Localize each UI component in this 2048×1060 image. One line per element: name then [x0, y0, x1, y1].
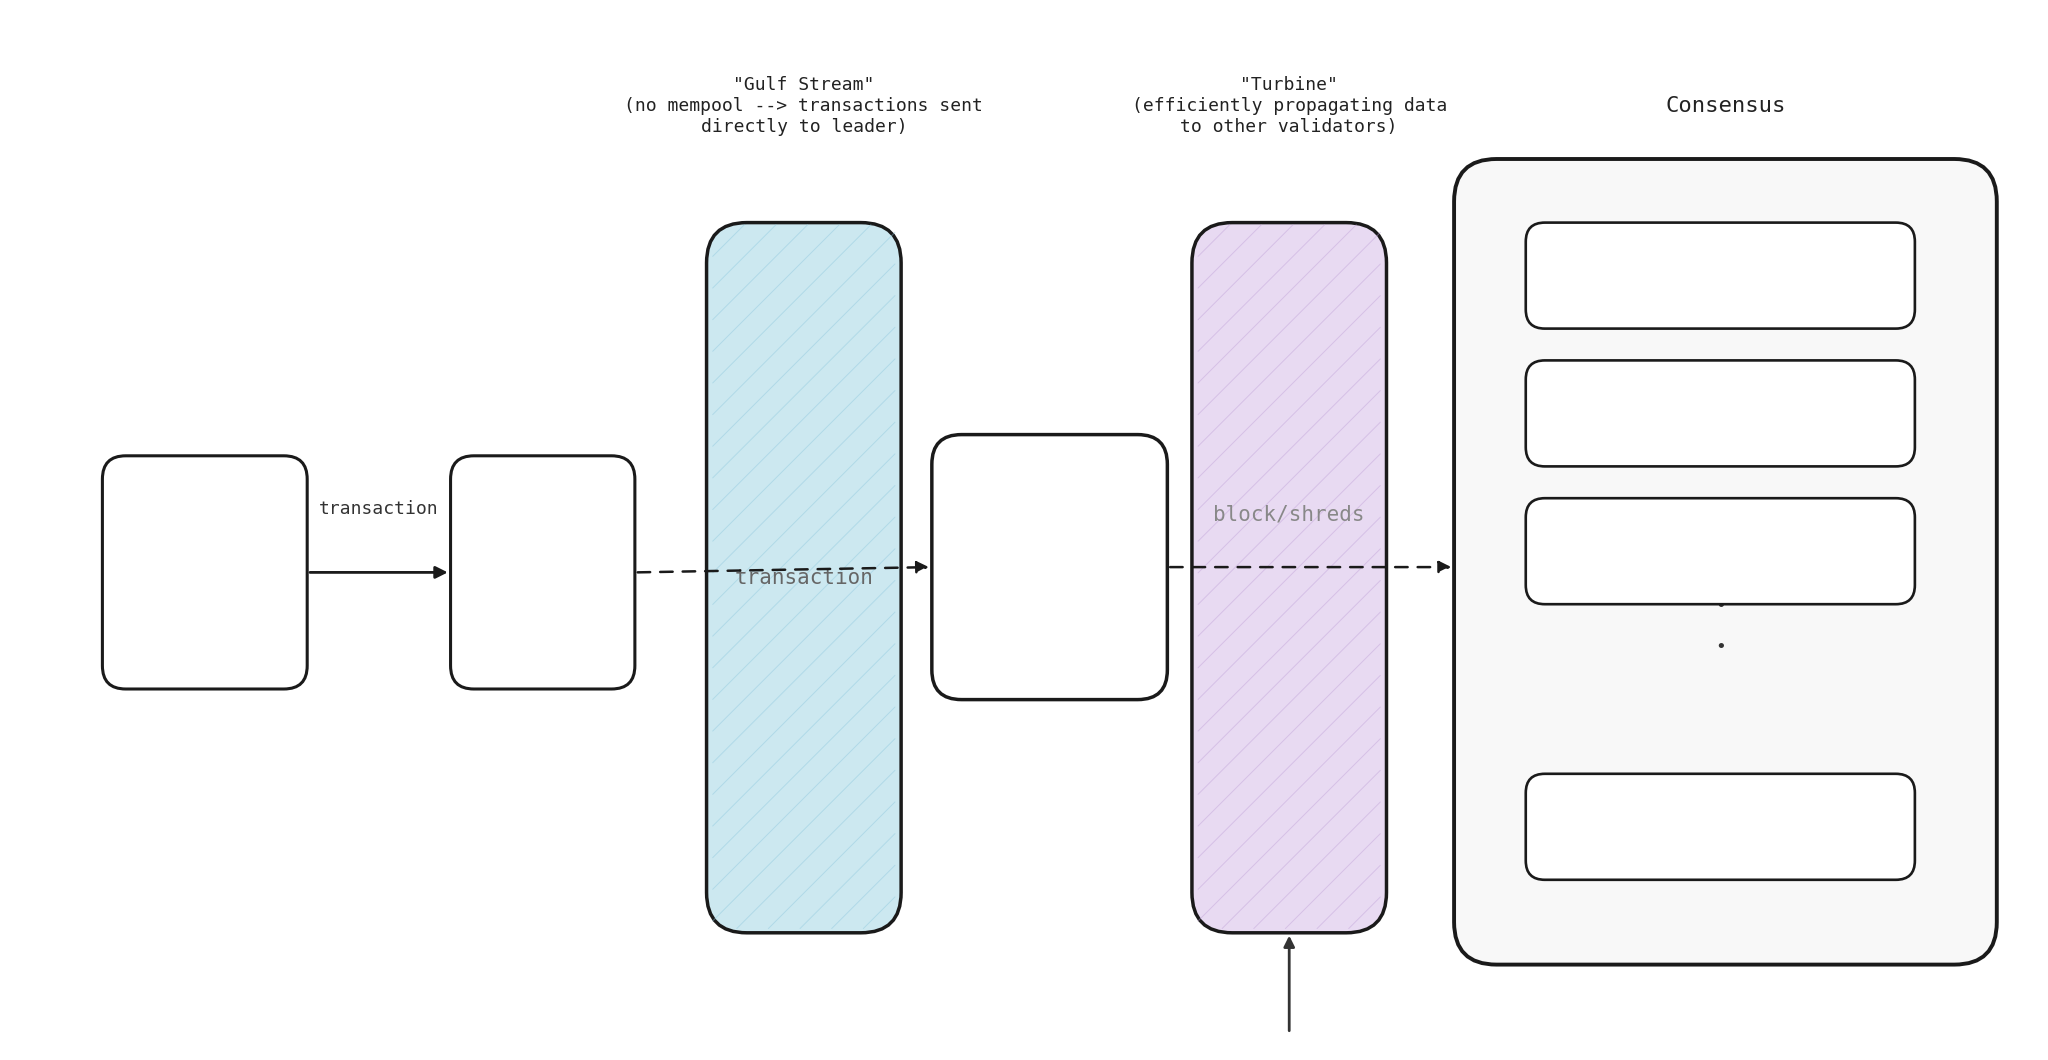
FancyBboxPatch shape: [1192, 223, 1386, 933]
FancyBboxPatch shape: [1526, 774, 1915, 880]
Text: Leader
(Validator): Leader (Validator): [967, 542, 1133, 593]
Text: Consensus: Consensus: [1665, 96, 1786, 116]
FancyBboxPatch shape: [1526, 498, 1915, 604]
Text: •: •: [1714, 598, 1726, 615]
Text: Validator 3: Validator 3: [1651, 542, 1790, 561]
Text: "Turbine"
(efficiently propagating data
to other validators): "Turbine" (efficiently propagating data …: [1133, 76, 1446, 136]
Text: Validator 1: Validator 1: [1651, 266, 1790, 285]
Text: RPC: RPC: [518, 559, 567, 586]
Text: Validator N: Validator N: [1651, 817, 1790, 836]
Text: block/shreds: block/shreds: [1214, 505, 1364, 524]
FancyBboxPatch shape: [451, 456, 635, 689]
Text: Validator 2: Validator 2: [1651, 404, 1790, 423]
Text: transaction: transaction: [319, 500, 438, 517]
FancyBboxPatch shape: [707, 223, 901, 933]
Text: transaction: transaction: [735, 568, 872, 587]
FancyBboxPatch shape: [102, 456, 307, 689]
FancyBboxPatch shape: [1526, 360, 1915, 466]
FancyBboxPatch shape: [1526, 223, 1915, 329]
FancyBboxPatch shape: [1454, 159, 1997, 965]
FancyBboxPatch shape: [932, 435, 1167, 700]
Text: Client: Client: [154, 559, 256, 586]
Text: "Gulf Stream"
(no mempool --> transactions sent
directly to leader): "Gulf Stream" (no mempool --> transactio…: [625, 76, 983, 136]
Text: •: •: [1714, 638, 1726, 655]
